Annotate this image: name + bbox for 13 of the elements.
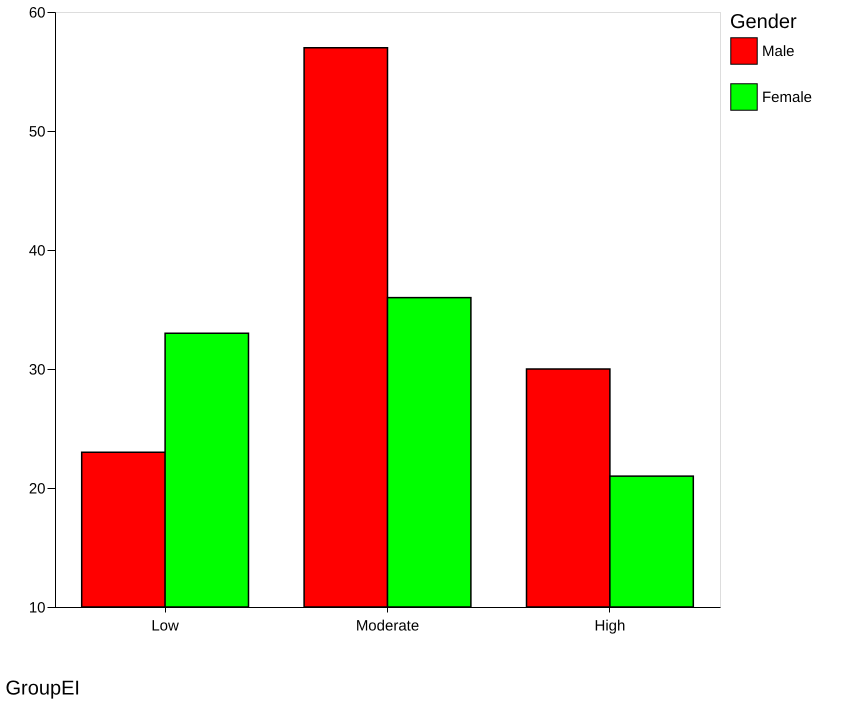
x-axis-title: GroupEI: [6, 678, 80, 700]
legend-label: Male: [762, 43, 795, 60]
legend-label: Female: [762, 89, 812, 106]
x-tick-label: High: [594, 618, 626, 634]
x-tick-label: Moderate: [356, 618, 420, 634]
y-tick-label: 10: [28, 600, 46, 616]
y-tick-label: 20: [28, 480, 46, 498]
legend-title: Gender: [730, 11, 798, 33]
y-tick-label: 40: [28, 242, 46, 260]
y-tick-label: 60: [28, 4, 46, 22]
x-tick-label: Low: [151, 618, 180, 634]
y-tick-label: 50: [28, 124, 46, 140]
y-tick-label: 30: [28, 362, 46, 378]
